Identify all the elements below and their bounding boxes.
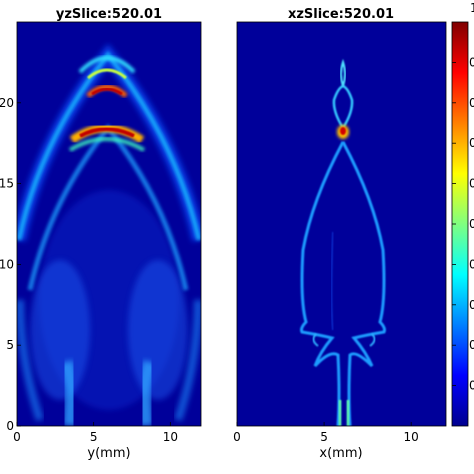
- yz-x-tick-label: 10: [163, 430, 178, 444]
- xz-x-tick-label: 10: [404, 430, 419, 444]
- colorbar-tick-label: 0: [469, 96, 474, 110]
- colorbar-tick-label: 0: [469, 338, 474, 352]
- yz-x-tick-label: 5: [90, 430, 98, 444]
- yz-y-tick-label: 15: [0, 177, 14, 191]
- colorbar-tick-label: 0: [469, 177, 474, 191]
- colorbar: 1 0 0 0 0 0 0 0 0 0: [451, 1, 474, 427]
- colorbar-ticks: 0 0 0 0 0 0 0 0 0: [452, 55, 474, 393]
- yz-y-axis-ticks: 0 5 10 15 20: [0, 96, 21, 433]
- colorbar-max-label: 1: [470, 1, 474, 15]
- yz-x-tick-label: 0: [13, 430, 21, 444]
- colorbar-tick-label: 0: [469, 55, 474, 69]
- yz-y-tick-label: 10: [0, 257, 14, 271]
- yz-y-tick-label: 5: [6, 338, 14, 352]
- yz-slice-panel: yzSlice:520.01: [0, 7, 202, 461]
- yz-x-axis-label: y(mm): [87, 446, 130, 461]
- colorbar-tick-label: 0: [469, 298, 474, 312]
- yz-slice-heatmap: [17, 22, 201, 426]
- xz-x-axis-label: x(mm): [319, 446, 362, 461]
- colorbar-tick-label: 0: [469, 379, 474, 393]
- xz-x-tick-label: 0: [233, 430, 241, 444]
- xz-slice-heatmap: [237, 22, 446, 426]
- xz-slice-title: xzSlice:520.01: [288, 7, 394, 22]
- xz-slice-panel: xzSlice:520.01 0 5 10 x(mm): [233, 7, 447, 461]
- yz-slice-title: yzSlice:520.01: [56, 7, 162, 22]
- colorbar-tick-label: 0: [469, 257, 474, 271]
- yz-x-axis-ticks: 0 5 10: [13, 422, 178, 444]
- yz-y-tick-label: 20: [0, 96, 14, 110]
- colorbar-tick-label: 0: [469, 217, 474, 231]
- xz-x-axis-ticks: 0 5 10: [233, 422, 419, 444]
- xz-x-tick-label: 5: [320, 430, 328, 444]
- yz-y-tick-label: 0: [6, 419, 14, 433]
- colorbar-tick-label: 0: [469, 136, 474, 150]
